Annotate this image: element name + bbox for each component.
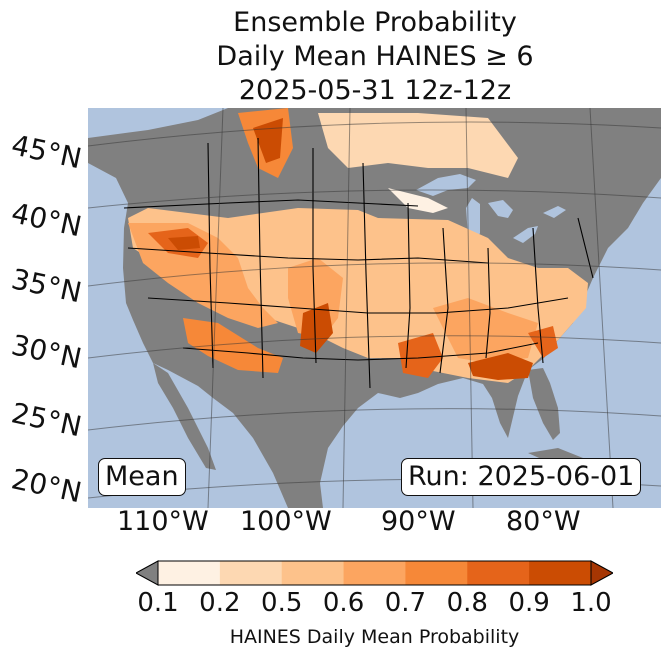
- title-line-2: Daily Mean HAINES ≥ 6: [216, 41, 534, 72]
- mean-annotation: Mean: [98, 458, 186, 496]
- lon-label-100w: 100°W: [240, 506, 332, 537]
- colorbar-cell-5: [467, 561, 530, 585]
- title-line-3: 2025-05-31 12z-12z: [238, 75, 512, 106]
- lat-label-25n: 25°N: [8, 396, 85, 444]
- colorbar-tick-4: 0.7: [384, 588, 427, 618]
- lat-label-35n: 35°N: [8, 262, 85, 310]
- run-annotation: Run: 2025-06-01: [401, 458, 642, 496]
- colorbar-cell-1: [219, 561, 283, 585]
- colorbar-cell-3: [343, 561, 406, 585]
- state-borders: [123, 137, 594, 389]
- title-line-1: Ensemble Probability: [233, 7, 517, 38]
- graticule: [88, 108, 661, 508]
- map-panel: [88, 108, 661, 508]
- colorbar-tick-5: 0.8: [446, 588, 488, 618]
- colorbar-tick-3: 0.6: [322, 588, 365, 618]
- colorbar-frame: [157, 560, 592, 586]
- colorbar-tick-0: 0.1: [137, 588, 179, 618]
- colorbar-tick-7: 1.0: [570, 588, 612, 618]
- colorbar-tick-2: 0.5: [261, 588, 303, 618]
- land-baja: [153, 363, 216, 470]
- lon-label-110w: 110°W: [117, 506, 209, 537]
- lon-label-80w: 80°W: [506, 506, 581, 537]
- land-florida: [528, 368, 560, 440]
- colorbar: [136, 560, 613, 586]
- lat-label-20n: 20°N: [8, 462, 85, 510]
- lon-label-90w: 90°W: [381, 506, 456, 537]
- colorbar-cell-0: [158, 561, 221, 585]
- colorbar-cell-6: [529, 561, 592, 585]
- colorbar-tick-6: 0.9: [508, 588, 550, 618]
- lat-label-45n: 45°N: [8, 128, 85, 176]
- great-lakes: [416, 174, 566, 248]
- colorbar-over-arrow: [590, 560, 613, 586]
- map-canvas: [88, 108, 661, 508]
- colorbar-cell-4: [405, 561, 468, 585]
- colorbar-tick-1: 0.2: [199, 588, 241, 618]
- colorbar-under-arrow: [136, 560, 159, 586]
- lat-label-40n: 40°N: [8, 196, 85, 244]
- colorbar-label: HAINES Daily Mean Probability: [229, 626, 520, 648]
- colorbar-cell-2: [281, 561, 345, 585]
- probability-field: [128, 108, 588, 383]
- lat-label-30n: 30°N: [8, 328, 85, 376]
